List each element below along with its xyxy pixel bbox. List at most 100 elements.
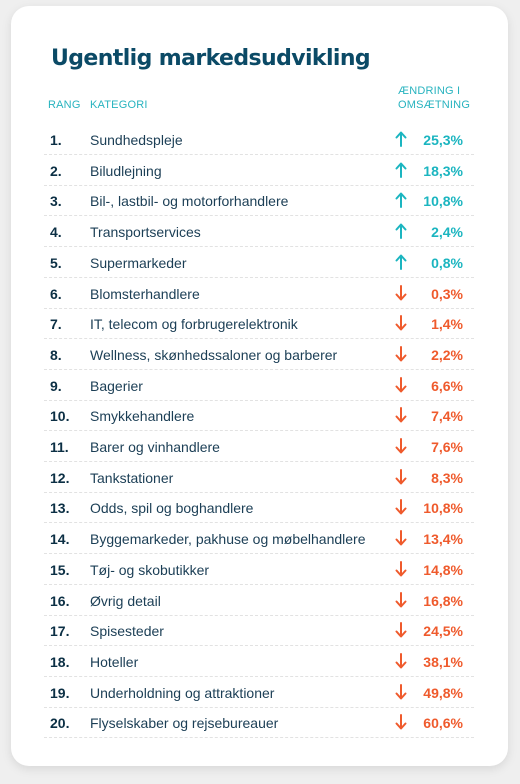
row-change-value: 7,4%: [431, 408, 463, 425]
row-category: Wellness, skønhedssaloner og barberer: [90, 346, 338, 363]
row-category: Hoteller: [90, 653, 139, 670]
table-row: 12. Tankstationer 8,3%: [44, 462, 474, 493]
row-category: Bagerier: [90, 377, 143, 394]
row-change-value: 1,4%: [431, 316, 463, 333]
arrow-down-icon: [395, 652, 407, 669]
row-rank: 8.: [50, 346, 62, 363]
row-change-value: 16,8%: [423, 592, 463, 609]
table-row: 18. Hoteller 38,1%: [44, 646, 474, 677]
arrow-down-icon: [395, 345, 407, 362]
column-header-change-line2: OMSÆTNING: [398, 99, 471, 111]
arrow-down-icon: [395, 499, 407, 515]
arrow-down-icon: [395, 284, 407, 300]
row-change-value: 13,4%: [423, 531, 463, 548]
column-header-rank: RANG: [48, 99, 81, 111]
column-header-category: KATEGORI: [90, 99, 148, 111]
table-row: 10. Smykkehandlere 7,4%: [44, 400, 474, 432]
row-rank: 17.: [50, 623, 70, 640]
row-rank: 11.: [50, 439, 69, 455]
row-change-value: 25,3%: [423, 132, 463, 148]
row-change-value: 18,3%: [423, 162, 463, 179]
row-change-value: 60,6%: [423, 715, 463, 732]
arrow-up-icon: [395, 162, 407, 178]
page-title: Ugentlig markedsudvikling: [51, 46, 371, 71]
row-category: Byggemarkeder, pakhuse og møbelhandlere: [90, 531, 366, 548]
arrow-down-icon: [395, 468, 407, 485]
row-change-value: 10,8%: [423, 500, 463, 517]
row-change-value: 0,3%: [431, 285, 463, 302]
row-change-value: 7,6%: [431, 439, 463, 455]
row-category: Tankstationer: [90, 469, 174, 486]
row-rank: 20.: [50, 715, 70, 732]
row-category: Underholdning og attraktioner: [90, 684, 275, 701]
row-category: Tøj- og skobutikker: [90, 561, 210, 578]
row-rank: 13.: [50, 500, 70, 517]
row-change-value: 2,2%: [431, 346, 463, 363]
table-row: 20. Flyselskaber og rejsebureauer 60,6%: [44, 707, 474, 739]
row-rank: 19.: [50, 684, 70, 701]
arrow-down-icon: [395, 683, 407, 700]
row-rank: 14.: [50, 531, 70, 548]
arrow-down-icon: [395, 714, 407, 730]
table-row: 5. Supermarkeder 0,8%: [44, 247, 474, 278]
table-row: 11. Barer og vinhandlere 7,6%: [44, 431, 474, 462]
arrow-down-icon: [395, 591, 407, 607]
table-row: 15. Tøj- og skobutikker 14,8%: [44, 554, 474, 585]
arrow-down-icon: [395, 438, 407, 454]
row-change-value: 6,6%: [431, 377, 463, 394]
row-rank: 10.: [50, 408, 70, 425]
row-category: Biludlejning: [90, 162, 162, 179]
table-row: 7. IT, telecom og forbrugerelektronik 1,4%: [44, 308, 474, 340]
arrow-down-icon: [395, 407, 407, 423]
row-change-value: 14,8%: [423, 561, 463, 578]
row-category: Smykkehandlere: [90, 408, 195, 425]
row-change-value: 2,4%: [431, 224, 463, 241]
row-change-value: 8,3%: [431, 469, 463, 486]
row-category: Barer og vinhandlere: [90, 439, 220, 455]
row-rank: 4.: [50, 224, 62, 241]
arrow-up-icon: [395, 254, 407, 270]
arrow-down-icon: [395, 315, 407, 331]
table-row: 19. Underholdning og attraktioner 49,8%: [44, 677, 474, 708]
table-row: 9. Bagerier 6,6%: [44, 370, 474, 401]
table-row: 8. Wellness, skønhedssaloner og barberer 2…: [44, 339, 474, 370]
row-rank: 1.: [50, 132, 62, 148]
table-row: 3. Bil-, lastbil- og motorforhandlere 10,8…: [44, 185, 474, 217]
row-category: Odds, spil og boghandlere: [90, 500, 254, 517]
row-category: IT, telecom og forbrugerelektronik: [90, 316, 298, 333]
row-rank: 18.: [50, 653, 70, 670]
row-rank: 7.: [50, 316, 62, 333]
row-rank: 5.: [50, 254, 62, 271]
arrow-up-icon: [395, 223, 407, 240]
row-category: Flyselskaber og rejsebureauer: [90, 715, 279, 732]
row-change-value: 24,5%: [423, 623, 463, 640]
row-category: Blomsterhandlere: [90, 285, 200, 302]
arrow-down-icon: [395, 530, 407, 546]
column-header-change-line1: ÆNDRING I: [398, 85, 461, 97]
table-row: 17. Spisesteder 24,5%: [44, 615, 474, 647]
arrow-up-icon: [395, 131, 407, 147]
table-row: 14. Byggemarkeder, pakhuse og møbelhandle…: [44, 523, 474, 555]
row-rank: 12.: [50, 469, 70, 486]
table-row: 13. Odds, spil og boghandlere 10,8%: [44, 492, 474, 524]
table-row: 16. Øvrig detail 16,8%: [44, 585, 474, 616]
row-category: Supermarkeder: [90, 254, 187, 271]
row-change-value: 10,8%: [423, 193, 463, 210]
row-change-value: 49,8%: [423, 684, 463, 701]
row-rank: 6.: [50, 285, 62, 302]
table-row: 4. Transportservices 2,4%: [44, 216, 474, 248]
row-category: Spisesteder: [90, 623, 164, 640]
row-rank: 3.: [50, 193, 62, 210]
arrow-up-icon: [395, 192, 407, 209]
arrow-down-icon: [395, 622, 407, 638]
arrow-down-icon: [395, 376, 407, 393]
row-rank: 2.: [50, 162, 62, 179]
row-change-value: 0,8%: [431, 254, 463, 271]
row-category: Transportservices: [90, 224, 201, 241]
row-category: Øvrig detail: [90, 592, 161, 609]
table-row: 1. Sundhedspleje 25,3%: [44, 124, 474, 155]
row-category: Bil-, lastbil- og motorforhandlere: [90, 193, 289, 210]
market-card: Ugentlig markedsudvikling RANG KATEGORI …: [11, 6, 508, 766]
table-row: 6. Blomsterhandlere 0,3%: [44, 278, 474, 309]
row-rank: 15.: [50, 561, 70, 578]
